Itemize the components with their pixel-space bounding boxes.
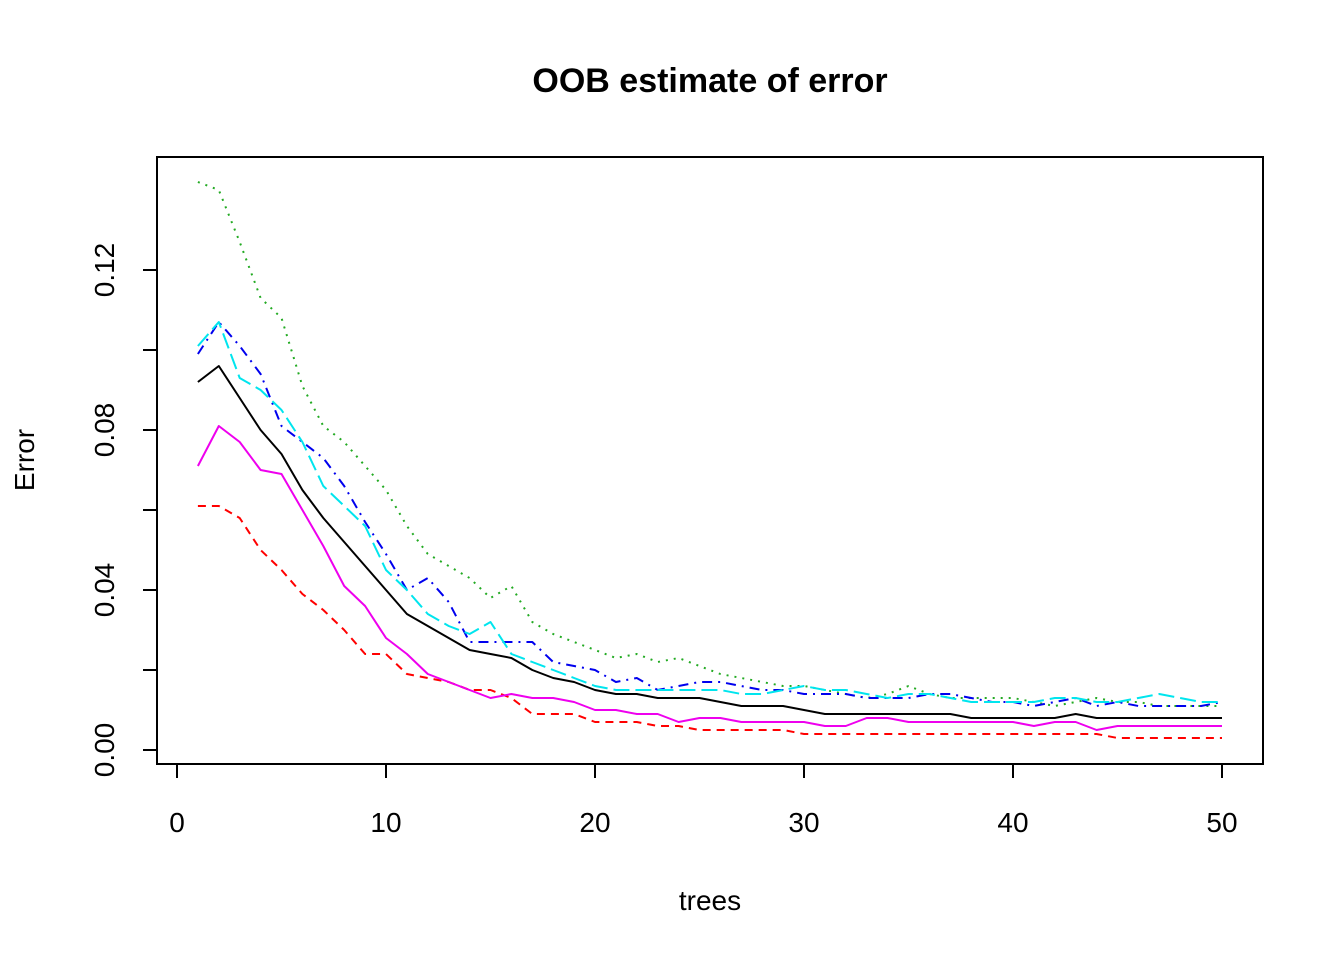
chart-title: OOB estimate of error bbox=[532, 62, 887, 100]
x-axis-label: trees bbox=[679, 885, 741, 916]
x-tick-label: 10 bbox=[370, 807, 401, 838]
x-tick-label: 40 bbox=[997, 807, 1028, 838]
series-line-1 bbox=[197, 365, 1222, 719]
x-tick-label: 30 bbox=[788, 807, 819, 838]
x-tick-label: 50 bbox=[1206, 807, 1237, 838]
y-axis-label: Error bbox=[9, 429, 40, 491]
x-tick-label: 20 bbox=[579, 807, 610, 838]
y-axis: 0.00 0.04 0.08 0.12 bbox=[89, 243, 158, 778]
series-line-5 bbox=[197, 321, 1222, 703]
y-tick-label: 0.04 bbox=[89, 563, 120, 618]
series-layer bbox=[197, 181, 1223, 739]
y-tick-label: 0.00 bbox=[89, 723, 120, 778]
series-line-2 bbox=[197, 505, 1222, 739]
plot-frame bbox=[156, 156, 1264, 765]
series-line-6 bbox=[197, 425, 1222, 731]
series-line-4 bbox=[197, 321, 1223, 707]
x-tick-label: 0 bbox=[169, 807, 185, 838]
x-axis: 0 10 20 30 40 50 bbox=[169, 763, 1238, 838]
y-tick-label: 0.08 bbox=[89, 403, 120, 458]
y-tick-label: 0.12 bbox=[89, 243, 120, 298]
series-line-3 bbox=[197, 181, 1222, 707]
